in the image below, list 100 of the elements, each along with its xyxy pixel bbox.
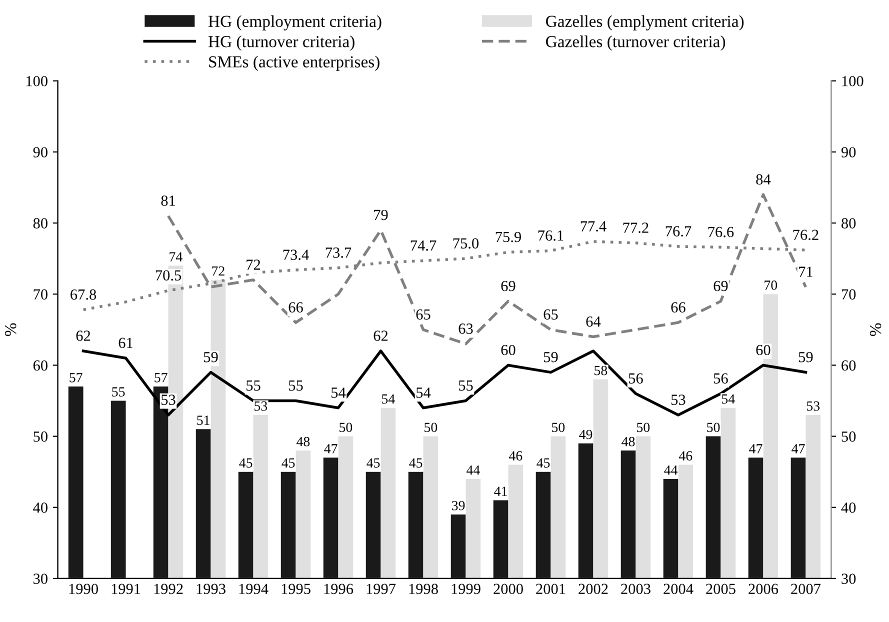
data-label: 50 <box>424 422 438 432</box>
data-label: 47 <box>792 444 805 454</box>
data-label: 55 <box>112 387 125 397</box>
data-label: 54 <box>416 388 431 398</box>
data-label: 62 <box>76 330 90 341</box>
data-label: 54 <box>722 394 735 404</box>
data-label: 48 <box>622 436 635 446</box>
data-label: 74.7 <box>410 240 436 251</box>
legend-label: Gazelles (turnover criteria) <box>546 36 726 51</box>
data-label: 66 <box>671 302 686 313</box>
data-label: 51 <box>197 416 210 425</box>
data-label: 65 <box>416 309 430 320</box>
data-label: 57 <box>70 373 82 382</box>
data-label: 64 <box>586 316 601 327</box>
data-label: 53 <box>807 401 820 411</box>
x-tick-label: 2003 <box>621 584 650 594</box>
x-tick-label: 1997 <box>366 584 396 594</box>
data-label: 77.2 <box>623 222 648 233</box>
data-label: 48 <box>296 436 310 446</box>
data-label: 56 <box>714 373 728 384</box>
data-label: 50 <box>340 422 352 432</box>
x-tick-label: 1998 <box>409 584 438 594</box>
data-label: 69 <box>714 280 728 292</box>
data-label: 76.2 <box>793 230 818 240</box>
data-label: 47 <box>749 444 762 454</box>
data-label: 54 <box>332 388 346 398</box>
y2-tick-label: 30 <box>842 574 856 584</box>
data-label: 57 <box>154 373 168 382</box>
legend-label: Gazelles (emplyment criteria) <box>546 15 744 30</box>
y2-tick-label: 90 <box>841 147 856 158</box>
data-label: 56 <box>628 373 643 384</box>
data-label: 73.7 <box>326 248 352 258</box>
y-tick-label: 30 <box>34 574 48 584</box>
x-tick-label: 2007 <box>791 584 821 594</box>
data-label: 44 <box>664 465 678 475</box>
data-label: 55 <box>458 380 473 391</box>
data-label: 45 <box>366 458 380 468</box>
y2-tick-label: 40 <box>841 502 856 513</box>
x-tick-label: 2005 <box>706 584 736 594</box>
data-label: 72 <box>212 266 224 276</box>
data-label: 41 <box>494 486 507 496</box>
data-label: 75.9 <box>496 232 521 242</box>
data-label: 76.6 <box>708 226 734 238</box>
data-label: 53 <box>671 394 686 405</box>
data-label: 59 <box>544 352 558 362</box>
data-label: 81 <box>161 196 175 206</box>
y-tick-label: 50 <box>34 431 48 442</box>
data-label: 76.7 <box>666 226 692 237</box>
x-tick-label: 2004 <box>664 584 694 594</box>
data-label: 49 <box>579 430 592 440</box>
data-label: 67.8 <box>70 289 96 300</box>
data-label: 59 <box>204 352 218 362</box>
data-label: 45 <box>239 458 252 468</box>
data-label: 39 <box>452 500 465 510</box>
data-label: 70 <box>764 280 778 290</box>
data-label: 70.5 <box>156 270 182 281</box>
data-label: 63 <box>458 324 473 334</box>
data-label: 55 <box>246 380 260 391</box>
x-tick-label: 1993 <box>196 584 226 594</box>
data-label: 60 <box>756 344 770 356</box>
y-tick-label: 70 <box>34 289 48 300</box>
data-label: 50 <box>637 422 650 432</box>
data-label: 45 <box>536 458 550 468</box>
x-tick-label: 1995 <box>282 584 310 594</box>
y2-tick-label: 80 <box>842 218 856 228</box>
y2-tick-label: 50 <box>842 431 856 442</box>
x-tick-label: 1990 <box>69 584 98 594</box>
legend-label: HG (employment criteria) <box>208 15 382 30</box>
data-label: 74 <box>170 252 182 262</box>
data-label: 45 <box>409 458 422 468</box>
data-label: 50 <box>707 422 720 432</box>
data-label: 47 <box>324 444 338 454</box>
x-tick-label: 2001 <box>536 584 566 594</box>
data-label: 61 <box>118 338 132 348</box>
data-label: 73.4 <box>283 250 309 260</box>
data-label: 71 <box>799 266 812 277</box>
y2-tick-label: 100 <box>842 76 864 86</box>
y2-tick-label: 70 <box>842 289 856 300</box>
data-label: 59 <box>798 352 813 362</box>
data-label: 65 <box>544 309 558 320</box>
x-tick-label: 2000 <box>494 584 523 594</box>
x-tick-label: 1999 <box>452 584 480 594</box>
data-label: 53 <box>162 394 176 405</box>
y-tick-label: 40 <box>33 502 48 513</box>
y-tick-label: 100 <box>26 76 48 86</box>
x-tick-label: 1992 <box>154 584 183 594</box>
data-label: 72 <box>246 260 260 270</box>
data-label: 75.0 <box>453 238 479 249</box>
y-axis-title: % <box>4 323 16 336</box>
y-tick-label: 80 <box>33 218 48 228</box>
data-label: 69 <box>501 280 516 292</box>
data-label: 55 <box>289 380 303 391</box>
data-label: 77.4 <box>580 221 606 232</box>
y-tick-label: 90 <box>33 147 48 158</box>
data-label: 53 <box>254 401 268 411</box>
x-tick-label: 1994 <box>239 584 268 594</box>
data-label: 45 <box>282 458 295 468</box>
x-tick-label: 1996 <box>324 584 354 594</box>
data-label: 46 <box>509 451 522 461</box>
data-label: 44 <box>466 465 480 475</box>
